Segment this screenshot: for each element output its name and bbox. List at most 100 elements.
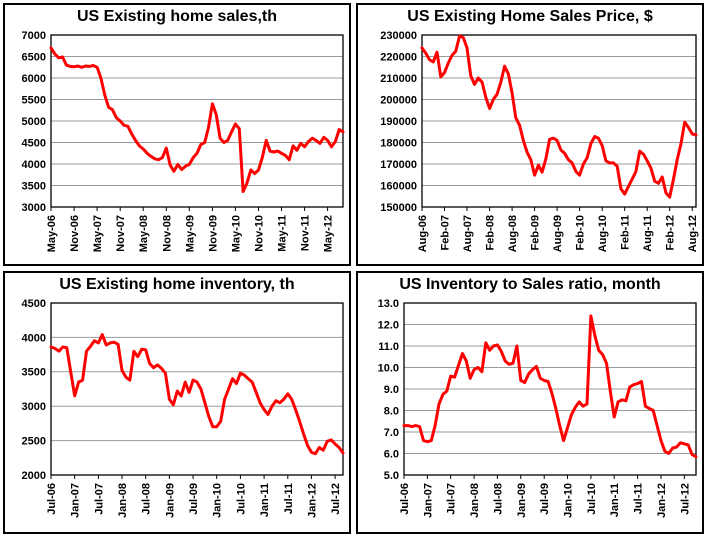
chart-title-sales-price: US Existing Home Sales Price, $ xyxy=(407,8,653,25)
panel-inventory: US Existing home inventory, th 4500 4000 3… xyxy=(3,271,351,534)
x-axis-label: Nov-08 xyxy=(161,215,173,252)
x-axis-label: Jan-12 xyxy=(306,483,318,518)
x-axis-label: Jan-11 xyxy=(609,483,621,517)
x-axis-label: Nov-10 xyxy=(254,215,266,252)
x-axis-label: Feb-12 xyxy=(665,215,677,250)
y-axis-label: 210000 xyxy=(380,73,417,85)
y-axis-label: 150000 xyxy=(380,202,417,214)
x-axis-label: Aug-06 xyxy=(417,215,429,252)
x-axis-label: Feb-10 xyxy=(575,215,587,250)
y-axis-label: 160000 xyxy=(380,180,417,192)
x-axis-label: Jul-10 xyxy=(235,483,247,515)
x-axis-label: Nov-09 xyxy=(207,215,219,252)
plot-border xyxy=(403,302,697,476)
y-axis-label: 4500 xyxy=(22,137,46,149)
y-axis-label: 230000 xyxy=(380,30,417,42)
x-axis-label: Jan-08 xyxy=(469,483,481,518)
y-axis-label: 3500 xyxy=(22,180,46,192)
x-axis-label: Jan-08 xyxy=(117,483,129,518)
y-axis-label: 5000 xyxy=(22,116,46,128)
x-axis-label: Feb-09 xyxy=(530,215,542,250)
x-axis-label: Jan-07 xyxy=(422,483,434,518)
y-axis-label: 7.0 xyxy=(384,427,399,439)
x-axis-label: Aug-12 xyxy=(687,215,699,252)
x-axis-label: May-08 xyxy=(138,215,150,252)
x-axis-label: May-06 xyxy=(46,215,58,252)
x-axis-label: Jul-06 xyxy=(399,483,411,515)
x-axis-label: Aug-11 xyxy=(642,215,654,252)
x-axis-label: Jan-10 xyxy=(212,483,224,518)
y-axis-label: 10.0 xyxy=(378,362,399,374)
y-axis-label: 190000 xyxy=(380,116,417,128)
x-axis-label: Jan-07 xyxy=(70,483,82,518)
y-axis-label: 13.0 xyxy=(378,298,399,310)
x-axis-label: Aug-09 xyxy=(552,215,564,252)
x-axis-label: May-12 xyxy=(323,215,335,252)
x-axis-label: May-07 xyxy=(92,215,104,252)
y-axis-label: 11.0 xyxy=(378,341,399,353)
y-axis-label: 9.0 xyxy=(384,384,399,396)
sales-price-chart: 230000 220000 210000 200000 190000 180000 1700… xyxy=(380,30,699,252)
y-axis-label: 3000 xyxy=(22,202,46,214)
x-axis-label: Jan-12 xyxy=(656,483,668,518)
y-axis-label: 2500 xyxy=(22,435,46,447)
x-axis-label: Jul-08 xyxy=(141,483,153,515)
x-axis-label: May-10 xyxy=(230,215,242,252)
y-axis-label: 4000 xyxy=(22,159,46,171)
x-axis-label: Nov-06 xyxy=(69,215,81,252)
panel-home-sales: US Existing home sales,th 7000 6500 6000 55… xyxy=(3,3,351,266)
x-axis-label: Jul-09 xyxy=(188,483,200,515)
x-axis-label: Jul-11 xyxy=(283,483,295,514)
x-axis-label: Jan-09 xyxy=(164,483,176,518)
panel-inventory-sales-ratio: US Inventory to Sales ratio, month 13.0 1… xyxy=(356,271,704,534)
y-axis-label: 5500 xyxy=(22,94,46,106)
x-axis-label: Nov-07 xyxy=(115,215,127,252)
x-axis-label: Jul-11 xyxy=(633,483,645,514)
x-axis-label: May-11 xyxy=(277,215,289,252)
series-line xyxy=(49,46,345,193)
x-axis-label: Feb-08 xyxy=(485,215,497,250)
x-axis-label: Jul-09 xyxy=(539,483,551,515)
x-axis-label: Jul-10 xyxy=(586,483,598,515)
x-axis-label: Feb-07 xyxy=(440,215,452,250)
series-line xyxy=(402,314,698,459)
y-axis-label: 7000 xyxy=(22,30,46,42)
y-axis-label: 6.0 xyxy=(384,448,399,460)
x-axis-label: Jul-08 xyxy=(492,483,504,515)
y-axis-label: 220000 xyxy=(380,51,417,63)
series-line xyxy=(49,333,345,456)
plot-border xyxy=(50,34,344,208)
y-axis-label: 4500 xyxy=(22,298,46,310)
x-axis-label: Jan-11 xyxy=(259,483,271,517)
x-axis-label: May-09 xyxy=(184,215,196,252)
y-axis-label: 3500 xyxy=(22,367,46,379)
panel-sales-price: US Existing Home Sales Price, $ 230000 22… xyxy=(356,3,704,266)
x-axis-label: Jul-06 xyxy=(46,483,58,515)
y-axis-label: 8.0 xyxy=(384,405,399,417)
chart-title-home-sales: US Existing home sales,th xyxy=(76,8,278,25)
x-axis-label: Jul-12 xyxy=(330,483,342,515)
y-axis-label: 180000 xyxy=(380,137,417,149)
y-axis-label: 6500 xyxy=(22,51,46,63)
y-axis-label: 200000 xyxy=(380,94,417,106)
x-axis-label: Aug-10 xyxy=(597,215,609,252)
x-axis-label: Jul-12 xyxy=(679,483,691,515)
x-axis-label: Feb-11 xyxy=(620,215,632,250)
y-axis-label: 12.0 xyxy=(378,319,399,331)
x-axis-label: Aug-07 xyxy=(462,215,474,252)
x-axis-label: Aug-08 xyxy=(507,215,519,252)
plot-border xyxy=(50,302,344,476)
plot-border xyxy=(421,34,697,208)
y-axis-label: 5.0 xyxy=(384,470,399,482)
y-axis-label: 6000 xyxy=(22,73,46,85)
chart-title-inventory-sales-ratio: US Inventory to Sales ratio, month xyxy=(399,276,661,293)
x-axis-label: Jul-07 xyxy=(446,483,458,515)
home-sales-chart: 700065006000550050004500400035003000May-… xyxy=(22,30,345,252)
x-axis-label: Jul-07 xyxy=(93,483,105,515)
chart-title-inventory: US Existing home inventory, th xyxy=(59,276,295,293)
x-axis-label: Jan-10 xyxy=(563,483,575,518)
x-axis-label: Nov-11 xyxy=(300,215,312,251)
